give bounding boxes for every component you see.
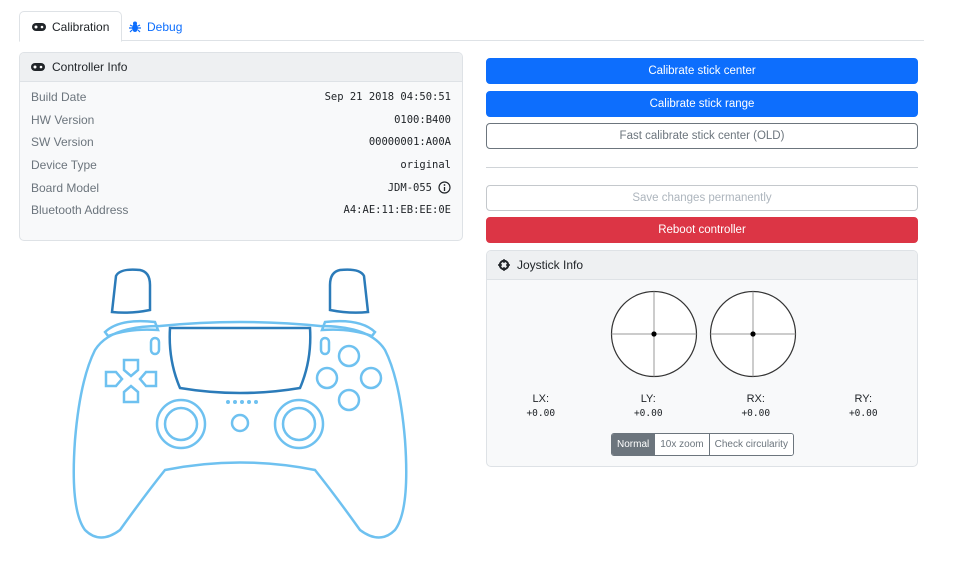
info-label: Device Type [31, 158, 97, 173]
gamepad-icon [32, 22, 46, 31]
create-button [149, 336, 161, 356]
info-circle-icon[interactable] [438, 181, 451, 194]
bug-icon [129, 21, 141, 32]
ps-button [230, 413, 250, 433]
info-row-board-model: Board Model JDM-055 [20, 176, 462, 199]
left-trigger [110, 268, 152, 314]
divider [486, 167, 918, 168]
tab-label: Debug [147, 19, 183, 34]
dpad [104, 358, 158, 404]
options-button [319, 336, 331, 356]
axis-value: +0.00 [526, 408, 556, 419]
info-value-wrap: JDM-055 [388, 181, 451, 194]
card-header: Joystick Info [487, 251, 917, 280]
axis-value: +0.00 [848, 408, 878, 419]
card-header: Controller Info [20, 53, 462, 82]
info-label: HW Version [31, 112, 95, 127]
info-label: SW Version [31, 135, 94, 150]
crosshairs-icon [498, 259, 510, 271]
axis-readouts: LX: +0.00 LY: +0.00 RX: +0.00 RY: +0.00 [487, 393, 917, 419]
face-buttons [315, 344, 383, 412]
mode-normal-button[interactable]: Normal [612, 434, 655, 455]
axis-lx: LX: +0.00 [487, 393, 595, 419]
right-stick [273, 398, 325, 450]
fast-calibrate-button[interactable]: Fast calibrate stick center (OLD) [486, 123, 918, 149]
right-stick-plot [709, 290, 797, 378]
left-stick [155, 398, 207, 450]
info-label: Bluetooth Address [31, 203, 129, 218]
tab-bar: Calibration Debug [19, 11, 924, 42]
info-label: Build Date [31, 90, 87, 105]
info-value: JDM-055 [387, 181, 432, 194]
info-value: A4:AE:11:EB:EE:0E [343, 204, 451, 217]
left-stick-plot [610, 290, 698, 378]
info-value: Sep 21 2018 04:50:51 [324, 91, 451, 104]
display-mode-group: Normal 10x zoom Check circularity [611, 433, 794, 456]
left-stick-position [651, 331, 657, 337]
controller-body [72, 320, 408, 539]
info-value: 00000001:A00A [368, 136, 451, 149]
card-title: Controller Info [52, 60, 128, 74]
save-changes-button[interactable]: Save changes permanently [486, 185, 918, 211]
calibrate-center-button[interactable]: Calibrate stick center [486, 58, 918, 84]
axis-label: RX: [746, 393, 765, 405]
gamepad-icon [31, 63, 45, 71]
info-row-bluetooth-address: Bluetooth Address A4:AE:11:EB:EE:0E [20, 199, 462, 222]
axis-label: LX: [532, 393, 549, 405]
card-title: Joystick Info [517, 258, 584, 272]
axis-value: +0.00 [741, 408, 771, 419]
axis-ly: LY: +0.00 [595, 393, 703, 419]
info-label: Board Model [31, 180, 100, 195]
touchpad [168, 326, 312, 395]
axis-ry: RY: +0.00 [810, 393, 918, 419]
info-row-build-date: Build Date Sep 21 2018 04:50:51 [20, 86, 462, 109]
info-row-sw-version: SW Version 00000001:A00A [20, 131, 462, 154]
info-value: original [400, 159, 451, 172]
calibrate-range-button[interactable]: Calibrate stick range [486, 91, 918, 117]
tab-debug[interactable]: Debug [117, 11, 194, 42]
axis-label: LY: [640, 393, 656, 405]
info-value: 0100:B400 [394, 113, 451, 126]
right-trigger [328, 268, 370, 314]
controller-info-card: Controller Info Build Date Sep 21 2018 04… [19, 52, 463, 241]
reboot-button[interactable]: Reboot controller [486, 217, 918, 243]
controller-illustration [72, 268, 408, 539]
axis-value: +0.00 [633, 408, 663, 419]
mode-check-circularity-button[interactable]: Check circularity [708, 434, 793, 455]
tab-calibration[interactable]: Calibration [19, 11, 123, 42]
right-stick-position [750, 331, 756, 337]
joystick-info-card: Joystick Info LX: +0.00 LY: +0.00 RX: +0.00… [486, 250, 918, 467]
axis-label: RY: [854, 393, 873, 405]
info-row-device-type: Device Type original [20, 154, 462, 177]
mode-10x-zoom-button[interactable]: 10x zoom [654, 434, 709, 455]
tab-label: Calibration [52, 19, 110, 34]
speaker-dots [226, 400, 258, 404]
axis-rx: RX: +0.00 [702, 393, 810, 419]
info-row-hw-version: HW Version 0100:B400 [20, 109, 462, 132]
